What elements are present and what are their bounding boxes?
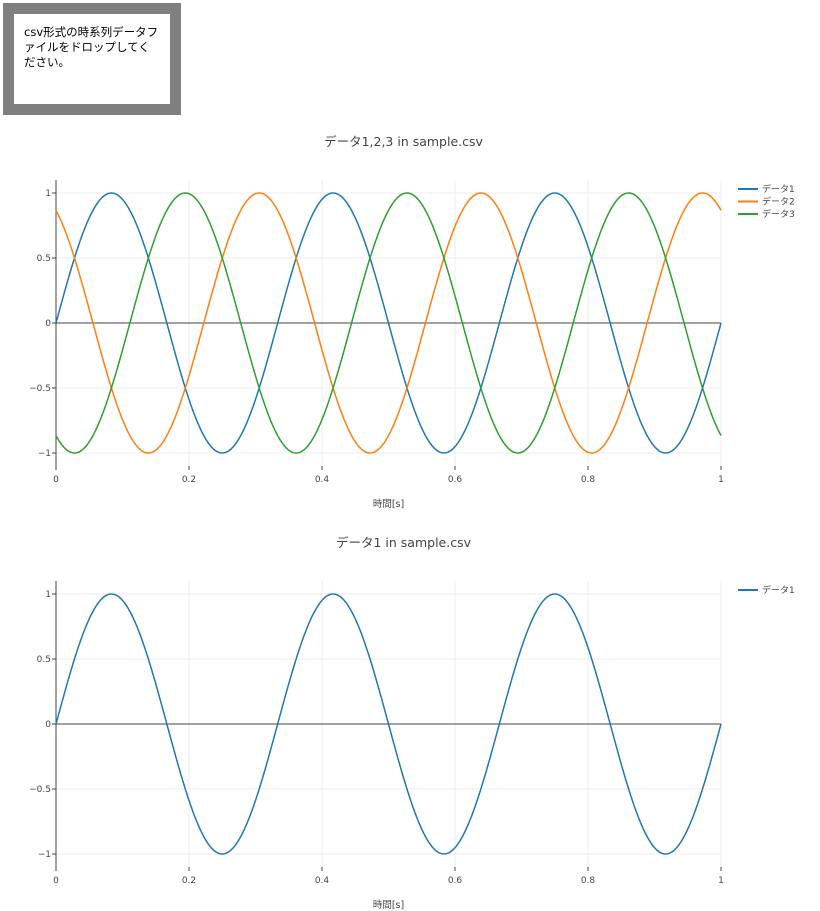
- x-tick-label: 0.6: [448, 876, 463, 886]
- x-tick-label: 0.2: [182, 876, 196, 886]
- legend-item-1[interactable]: データ1: [738, 183, 795, 195]
- x-tick-label: 1: [718, 876, 724, 886]
- legend-label: データ1: [762, 584, 795, 596]
- legend-label: データ3: [762, 208, 795, 220]
- legend-label: データ2: [762, 196, 795, 208]
- series-line-2: [55, 192, 722, 454]
- y-tick-label: 0: [45, 319, 51, 329]
- legend-item-3[interactable]: データ3: [738, 208, 795, 220]
- series-line-1: [55, 192, 722, 454]
- y-tick-label: 1: [45, 590, 51, 600]
- y-tick-label: −0.5: [29, 384, 51, 394]
- x-axis-title: 時間[s]: [373, 499, 404, 510]
- chart-svg: データ1,2,3 in sample.csv 0 0.2 0.4 0.6 0.8 1 1 0.5…: [29, 134, 795, 510]
- x-tick-label: 1: [718, 475, 724, 485]
- y-tick-label: 1: [45, 189, 51, 199]
- y-tick-label: 0: [45, 720, 51, 730]
- x-tick-label: 0.4: [315, 475, 330, 485]
- x-axis-title: 時間[s]: [373, 900, 404, 911]
- x-tick-label: 0.6: [448, 475, 463, 485]
- x-tick-label: 0.8: [581, 876, 596, 886]
- y-tick-label: 0.5: [37, 655, 51, 665]
- legend-item-2[interactable]: データ2: [738, 196, 795, 208]
- y-tick-label: −1: [38, 850, 51, 860]
- y-tick-label: −1: [38, 449, 51, 459]
- series-line-1: [55, 593, 722, 855]
- chart-title: データ1,2,3 in sample.csv: [324, 134, 483, 149]
- chart-svg: データ1 in sample.csv 0 0.2 0.4 0.6 0.8 1 1 0.5 0 −0.…: [29, 535, 795, 911]
- y-tick-label: −0.5: [29, 785, 51, 795]
- x-tick-label: 0: [53, 876, 59, 886]
- chart-title: データ1 in sample.csv: [336, 535, 472, 550]
- chart-multi-series: データ1,2,3 in sample.csv 0 0.2 0.4 0.6 0.8 1 1 0.5…: [0, 130, 820, 510]
- x-tick-label: 0: [53, 475, 59, 485]
- csv-drop-zone[interactable]: csv形式の時系列データファイルをドロップしてください。: [3, 3, 181, 115]
- chart-single-series: データ1 in sample.csv 0 0.2 0.4 0.6 0.8 1 1 0.5 0 −0.…: [0, 531, 820, 911]
- x-tick-label: 0.4: [315, 876, 330, 886]
- x-tick-label: 0.2: [182, 475, 196, 485]
- legend-item-1[interactable]: データ1: [738, 584, 795, 596]
- drop-instructions: csv形式の時系列データファイルをドロップしてください。: [24, 25, 159, 69]
- legend-label: データ1: [762, 183, 795, 195]
- x-tick-label: 0.8: [581, 475, 596, 485]
- series-line-3: [55, 192, 722, 454]
- y-tick-label: 0.5: [37, 254, 51, 264]
